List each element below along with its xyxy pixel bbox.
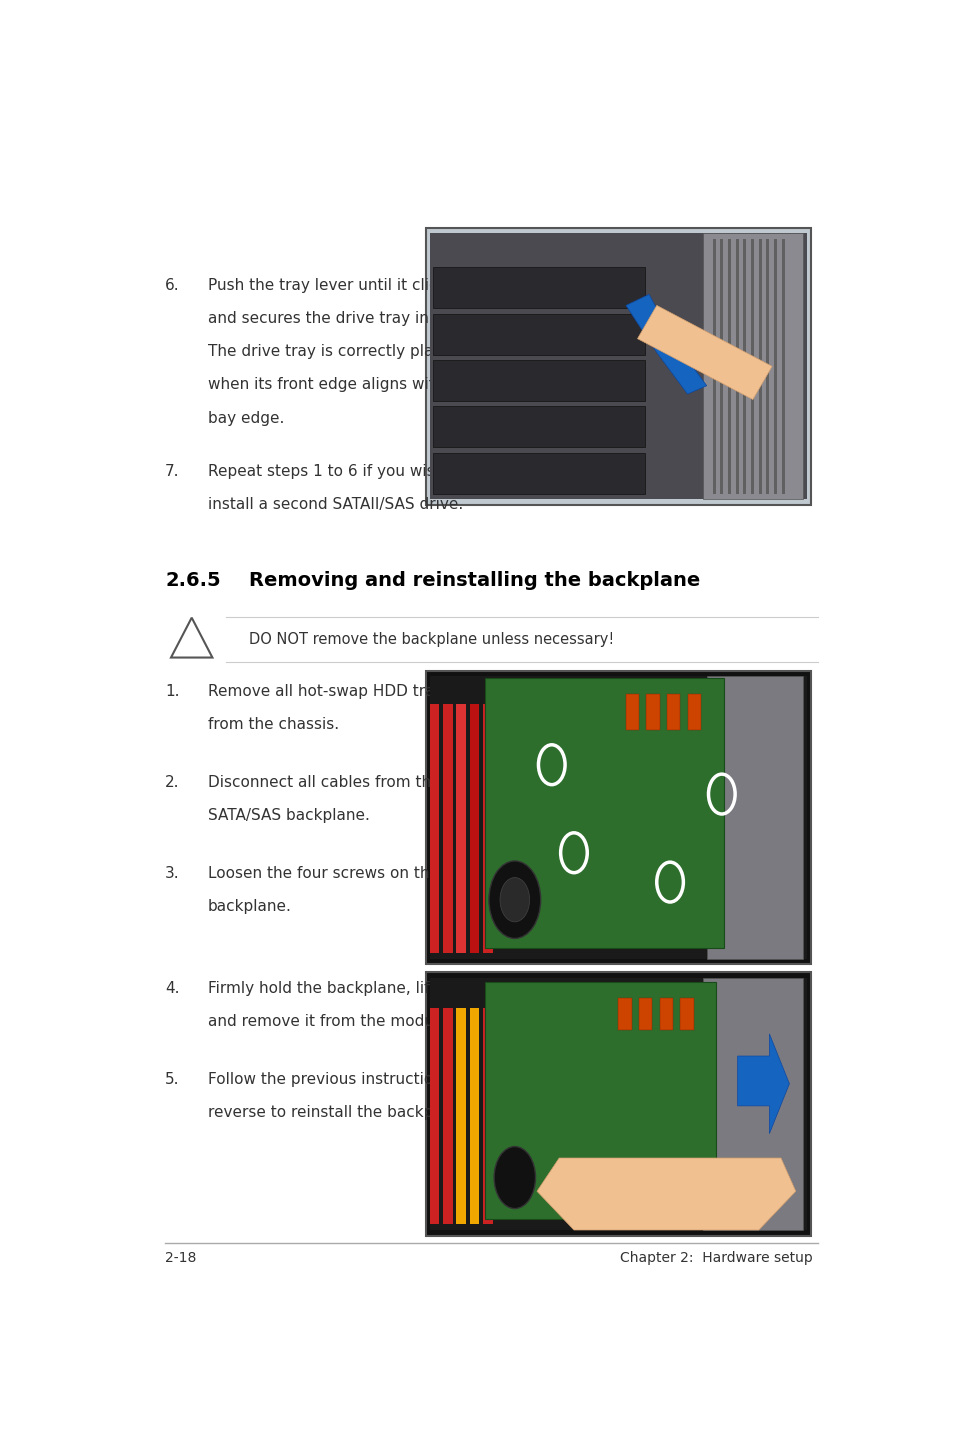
Bar xyxy=(429,1008,439,1225)
Bar xyxy=(469,1008,478,1225)
Text: Firmly hold the backplane, lift it up: Firmly hold the backplane, lift it up xyxy=(208,981,474,997)
Text: Push the tray lever until it clicks,: Push the tray lever until it clicks, xyxy=(208,278,458,293)
Text: bay edge.: bay edge. xyxy=(208,411,284,426)
Polygon shape xyxy=(625,295,706,394)
Bar xyxy=(426,229,810,505)
Text: Loosen the four screws on the: Loosen the four screws on the xyxy=(208,866,438,880)
Bar xyxy=(442,703,453,953)
Bar xyxy=(781,239,784,493)
Bar xyxy=(442,1008,453,1225)
Bar xyxy=(702,978,802,1229)
Text: 6.: 6. xyxy=(165,278,179,293)
Text: Remove all hot-swap HDD trays: Remove all hot-swap HDD trays xyxy=(208,684,451,699)
Text: 1.: 1. xyxy=(165,684,179,699)
Bar xyxy=(646,695,659,729)
Bar xyxy=(742,239,745,493)
Text: and secures the drive tray in place.: and secures the drive tray in place. xyxy=(208,311,479,326)
Bar xyxy=(758,239,760,493)
Bar xyxy=(727,239,730,493)
Bar xyxy=(429,703,439,953)
Bar xyxy=(456,1008,465,1225)
Text: 2.: 2. xyxy=(165,775,179,789)
Bar xyxy=(720,239,722,493)
Text: from the chassis.: from the chassis. xyxy=(208,718,338,732)
Bar xyxy=(482,1008,492,1225)
Bar xyxy=(666,695,679,729)
Bar xyxy=(706,676,802,959)
Bar xyxy=(485,677,722,948)
Text: Repeat steps 1 to 6 if you wish to: Repeat steps 1 to 6 if you wish to xyxy=(208,464,464,479)
Bar xyxy=(433,453,644,493)
Polygon shape xyxy=(537,1158,795,1229)
Text: 4.: 4. xyxy=(165,981,179,997)
Text: 7.: 7. xyxy=(165,464,179,479)
Text: when its front edge aligns with the: when its front edge aligns with the xyxy=(208,377,474,393)
Bar xyxy=(659,998,672,1030)
Text: The drive tray is correctly placed: The drive tray is correctly placed xyxy=(208,344,460,360)
Bar xyxy=(625,695,639,729)
Bar xyxy=(433,313,644,355)
Bar xyxy=(618,998,631,1030)
Text: SATA/SAS backplane.: SATA/SAS backplane. xyxy=(208,808,370,823)
Text: 2.6.5: 2.6.5 xyxy=(165,571,220,590)
Bar xyxy=(469,703,478,953)
Bar xyxy=(429,978,806,1229)
Text: reverse to reinstall the backplane.: reverse to reinstall the backplane. xyxy=(208,1104,471,1120)
Bar xyxy=(750,239,753,493)
Bar xyxy=(765,239,769,493)
Polygon shape xyxy=(637,305,771,400)
Bar xyxy=(456,703,465,953)
Polygon shape xyxy=(171,618,213,657)
Circle shape xyxy=(494,1146,535,1208)
Text: Removing and reinstalling the backplane: Removing and reinstalling the backplane xyxy=(249,571,700,590)
Text: 2-18: 2-18 xyxy=(165,1251,196,1265)
Bar xyxy=(482,703,492,953)
Bar xyxy=(735,239,738,493)
Circle shape xyxy=(488,861,540,939)
Bar xyxy=(433,267,644,309)
Bar xyxy=(426,972,810,1235)
Circle shape xyxy=(499,877,529,922)
Bar xyxy=(679,998,693,1030)
Bar xyxy=(639,998,652,1030)
Text: and remove it from the module.: and remove it from the module. xyxy=(208,1014,452,1030)
Bar xyxy=(773,239,777,493)
Polygon shape xyxy=(737,1034,788,1133)
Text: install a second SATAII/SAS drive.: install a second SATAII/SAS drive. xyxy=(208,498,463,512)
Bar xyxy=(702,233,802,499)
Text: DO NOT remove the backplane unless necessary!: DO NOT remove the backplane unless neces… xyxy=(249,631,613,647)
Bar xyxy=(485,982,715,1219)
Text: 3.: 3. xyxy=(165,866,179,880)
Text: 5.: 5. xyxy=(165,1071,179,1087)
Bar xyxy=(426,670,810,965)
Bar xyxy=(429,676,806,959)
Text: Follow the previous instructions in: Follow the previous instructions in xyxy=(208,1071,469,1087)
Bar xyxy=(433,407,644,447)
Bar xyxy=(712,239,715,493)
Bar xyxy=(433,360,644,401)
Bar xyxy=(687,695,700,729)
Text: Chapter 2:  Hardware setup: Chapter 2: Hardware setup xyxy=(619,1251,812,1265)
Text: Disconnect all cables from the: Disconnect all cables from the xyxy=(208,775,440,789)
Text: !: ! xyxy=(188,633,195,649)
Bar xyxy=(429,233,806,499)
Text: backplane.: backplane. xyxy=(208,899,292,915)
